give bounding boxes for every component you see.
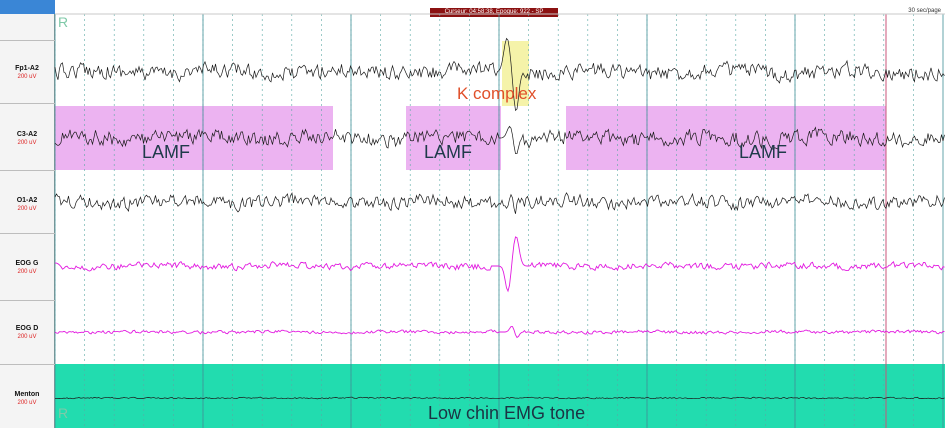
lamf-highlight-2 <box>406 106 501 170</box>
channel-gain: 200 uV <box>17 206 37 212</box>
channel-gain: 200 uV <box>17 334 37 340</box>
k-complex-highlight <box>502 41 529 106</box>
lamf-label-2: LAMF <box>424 142 473 162</box>
channel-label-c3-a2[interactable]: C3-A2 200 uV <box>0 130 54 147</box>
channel-name: C3-A2 <box>16 131 38 138</box>
channel-label-column <box>0 0 55 428</box>
signal-trace-fp1-a2 <box>54 37 945 112</box>
channel-name: O1-A2 <box>16 197 38 204</box>
channel-separator <box>0 364 55 365</box>
channel-separator <box>0 103 55 104</box>
lamf-label-1: LAMF <box>142 142 191 162</box>
cursor-info-box: Curseur: 04:58:38, Epoque: 922 - SP <box>430 8 558 17</box>
label-column-header <box>0 0 55 14</box>
channel-name: Menton <box>14 391 40 398</box>
event-marker-bottom[interactable]: R <box>58 405 69 421</box>
signal-trace-o1-a2 <box>54 192 945 214</box>
emg-label: Low chin EMG tone <box>428 403 586 423</box>
channel-name: EOG G <box>15 260 39 267</box>
channel-gain: 200 uV <box>17 269 37 275</box>
channel-label-eog-d[interactable]: EOG D 200 uV <box>0 324 54 341</box>
channel-label-fp1-a2[interactable]: Fp1-A2 200 uV <box>0 64 54 81</box>
channel-separator <box>0 40 55 41</box>
event-marker-top[interactable]: R <box>58 14 69 30</box>
signal-trace-eog-d <box>54 326 945 339</box>
channel-gain: 200 uV <box>17 74 37 80</box>
signal-trace-menton <box>54 396 945 400</box>
channel-label-menton[interactable]: Menton 200 uV <box>0 390 54 407</box>
channel-label-o1-a2[interactable]: O1-A2 200 uV <box>0 196 54 213</box>
channel-gain: 200 uV <box>17 400 37 406</box>
channel-separator <box>0 233 55 234</box>
channel-label-eog-g[interactable]: EOG G 200 uV <box>0 259 54 276</box>
channel-gain: 200 uV <box>17 140 37 146</box>
channel-name: EOG D <box>15 325 39 332</box>
channel-name: Fp1-A2 <box>15 65 39 72</box>
signal-trace-eog-g <box>55 236 945 293</box>
channel-separator <box>0 300 55 301</box>
channel-separator <box>0 170 55 171</box>
signal-trace-c3-a2 <box>54 125 945 155</box>
page-speed-label: 30 sec/page <box>908 8 941 14</box>
lamf-label-3: LAMF <box>739 142 788 162</box>
k-complex-label: K complex <box>457 84 537 103</box>
